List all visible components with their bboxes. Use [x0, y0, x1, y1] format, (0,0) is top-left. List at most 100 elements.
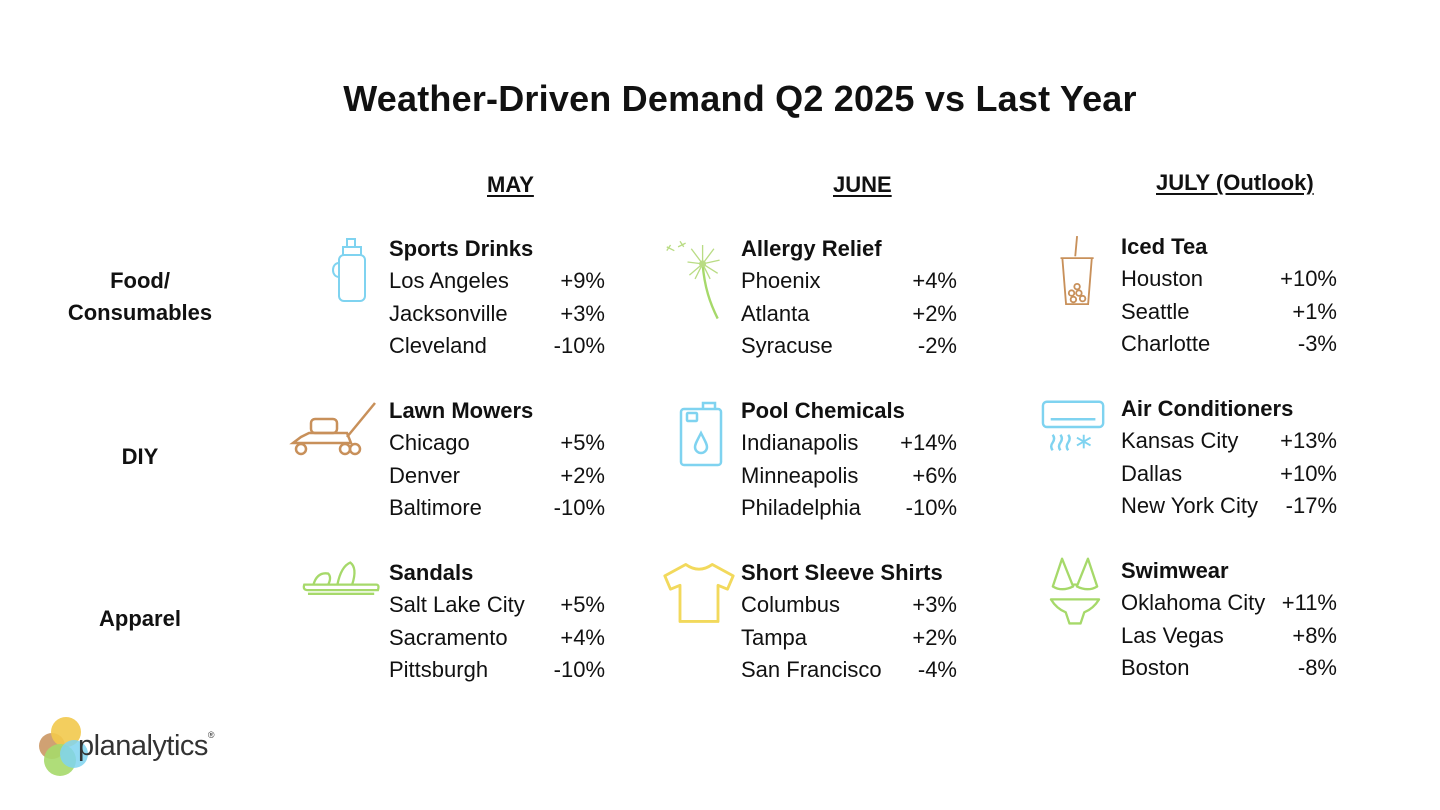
city-name: Charlotte [1121, 331, 1211, 356]
change-value: -8% [1297, 655, 1337, 680]
city-entry: Philadelphia -10% [741, 492, 957, 525]
change-value: +2% [912, 300, 957, 326]
row-label-diy: DIY [121, 444, 159, 469]
change-value: -2% [917, 333, 957, 358]
change-value: +8% [1292, 622, 1337, 648]
city-name: Syracuse [741, 333, 833, 358]
change-value: +5% [560, 430, 605, 455]
city-entry: Houston +10% [1121, 263, 1337, 296]
category-title: Air Conditioners [1121, 396, 1294, 421]
category-title: Iced Tea [1121, 234, 1208, 259]
city-entry: Charlotte -3% [1121, 328, 1337, 361]
category-sports-drinks: Sports Drinks Los Angeles +9% Jacksonvill… [332, 233, 659, 363]
change-value: +10% [1280, 266, 1337, 291]
city-name: Indianapolis [741, 430, 859, 455]
city-name: Salt Lake City [389, 592, 525, 617]
change-value: -10% [905, 495, 957, 520]
logo-mark-icon [39, 717, 88, 776]
city-entry: Las Vegas +8% [1121, 620, 1337, 653]
city-entry: Los Angeles +9% [389, 265, 605, 298]
category-air-conditioners: Air Conditioners Kansas City +13% Dallas +… [1041, 393, 1391, 523]
chemical-jug-icon [679, 401, 723, 467]
city-entry: Minneapolis +6% [741, 460, 957, 493]
change-value: +2% [560, 462, 605, 488]
city-entry: Oklahoma City +11% [1121, 587, 1337, 620]
category-short-sleeve-shirts: Short Sleeve Shirts Columbus +3% Tampa +2%… [663, 557, 1011, 687]
change-value: -10% [553, 495, 605, 520]
category-allergy-relief: Allergy Relief Phoenix +4% Atlanta +2% Syr… [666, 233, 1011, 363]
change-value: +14% [900, 430, 957, 455]
city-name: Oklahoma City [1121, 590, 1266, 615]
city-name: Minneapolis [741, 462, 859, 488]
city-name: Tampa [741, 624, 808, 650]
city-entry: Syracuse -2% [741, 330, 957, 363]
city-entry: Columbus +3% [741, 589, 957, 622]
city-entry: Indianapolis +14% [741, 427, 957, 460]
city-name: Boston [1121, 655, 1190, 680]
slide-title: Weather-Driven Demand Q2 2025 vs Last Ye… [343, 78, 1137, 119]
change-value: +4% [912, 268, 957, 293]
category-sandals: Sandals Salt Lake City +5% Sacramento +4% … [302, 557, 659, 687]
category-iced-tea: Iced Tea Houston +10% Seattle +1% Charlott… [1060, 231, 1391, 361]
city-entry: Seattle +1% [1121, 296, 1337, 329]
city-name: Pittsburgh [389, 657, 489, 682]
city-name: Las Vegas [1121, 622, 1224, 648]
city-name: Phoenix [741, 268, 821, 293]
bikini-icon [1049, 557, 1101, 625]
city-entry: Baltimore -10% [389, 492, 605, 525]
category-title: Short Sleeve Shirts [741, 560, 943, 585]
change-value: +3% [912, 592, 957, 617]
city-name: Columbus [741, 592, 841, 617]
city-entry: Chicago +5% [389, 427, 605, 460]
category-swimwear: Swimwear Oklahoma City +11% Las Vegas +8% … [1049, 555, 1391, 685]
city-name: Sacramento [389, 624, 508, 650]
sports-bottle-icon [332, 238, 366, 302]
city-entry: Cleveland -10% [389, 330, 605, 363]
city-entry: San Francisco -4% [741, 654, 957, 687]
change-value: +13% [1280, 428, 1337, 453]
change-value: -10% [553, 333, 605, 358]
city-name: Houston [1121, 266, 1203, 291]
month-header-may: MAY [487, 172, 534, 197]
city-name: Chicago [389, 430, 470, 455]
city-name: San Francisco [741, 657, 882, 682]
city-name: Dallas [1121, 460, 1183, 486]
city-entry: Tampa +2% [741, 622, 957, 655]
city-entry: Kansas City +13% [1121, 425, 1337, 458]
iced-tea-cup-icon [1060, 235, 1094, 306]
change-value: +3% [560, 300, 605, 326]
city-name: Kansas City [1121, 428, 1239, 453]
logo-text: planalytics [78, 730, 208, 762]
city-entry: Boston -8% [1121, 652, 1337, 685]
row-label-text: Food/ Consumables [67, 268, 213, 325]
city-entry: Pittsburgh -10% [389, 654, 605, 687]
category-title: Swimwear [1121, 558, 1229, 583]
category-pool-chemicals: Pool Chemicals Indianapolis +14% Minneapo… [679, 395, 1011, 525]
city-entry: Atlanta +2% [741, 298, 957, 331]
city-name: Atlanta [741, 300, 810, 326]
change-value: +9% [560, 268, 605, 293]
registered-mark: ® [207, 730, 215, 740]
category-title: Pool Chemicals [741, 398, 905, 423]
month-header-june: JUNE [833, 172, 892, 197]
city-entry: New York City -17% [1121, 490, 1337, 523]
change-value: +2% [912, 624, 957, 650]
category-lawn-mowers: Lawn Mowers Chicago +5% Denver +2% Baltimo… [289, 395, 659, 525]
category-title: Sports Drinks [389, 236, 534, 261]
lawn-mower-icon [289, 402, 376, 456]
category-title: Sandals [389, 560, 474, 585]
city-name: New York City [1121, 493, 1258, 518]
sandal-icon [302, 561, 380, 595]
t-shirt-icon [663, 563, 735, 623]
planalytics-logo: planalytics® [38, 716, 218, 786]
city-entry: Jacksonville +3% [389, 298, 605, 331]
change-value: +10% [1280, 460, 1337, 486]
row-label-food-consumables: Food/ Consumables [40, 265, 240, 329]
change-value: -4% [917, 657, 957, 682]
change-value: +1% [1292, 298, 1337, 324]
category-title: Lawn Mowers [389, 398, 534, 423]
logo-wordmark: planalytics® [78, 730, 215, 763]
city-name: Cleveland [389, 333, 487, 358]
category-title: Allergy Relief [741, 236, 882, 261]
city-name: Los Angeles [389, 268, 509, 293]
